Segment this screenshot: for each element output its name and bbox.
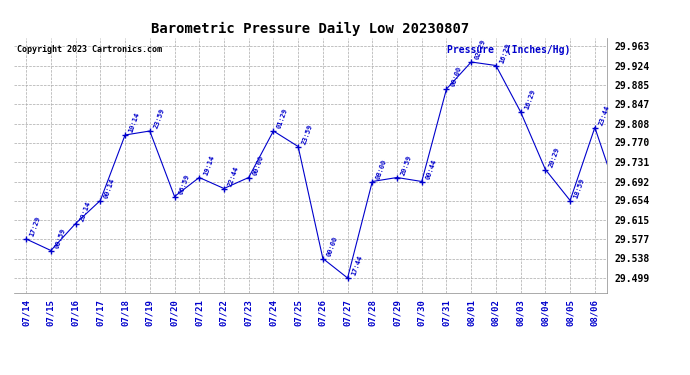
Text: 00:59: 00:59 xyxy=(54,227,67,249)
Text: 18:59: 18:59 xyxy=(573,177,586,199)
Text: 02:29: 02:29 xyxy=(474,39,487,60)
Text: 16:29: 16:29 xyxy=(524,88,537,111)
Text: Copyright 2023 Cartronics.com: Copyright 2023 Cartronics.com xyxy=(17,45,161,54)
Text: 23:59: 23:59 xyxy=(152,108,166,129)
Text: 00:00: 00:00 xyxy=(252,154,264,176)
Text: 10:14: 10:14 xyxy=(128,111,141,134)
Text: 20:14: 20:14 xyxy=(79,200,92,222)
Text: 17:44: 17:44 xyxy=(351,255,364,276)
Text: 22:44: 22:44 xyxy=(227,165,240,187)
Text: 17:29: 17:29 xyxy=(29,216,42,237)
Text: 08:00: 08:00 xyxy=(375,158,388,180)
Text: 23:44: 23:44 xyxy=(598,104,611,126)
Text: Pressure  (Inches/Hg): Pressure (Inches/Hg) xyxy=(447,45,571,55)
Text: 16:29: 16:29 xyxy=(499,42,512,64)
Text: 20:29: 20:29 xyxy=(549,146,561,168)
Title: Barometric Pressure Daily Low 20230807: Barometric Pressure Daily Low 20230807 xyxy=(151,22,470,36)
Text: 06:59: 06:59 xyxy=(177,173,190,195)
Text: 23:59: 23:59 xyxy=(0,374,1,375)
Text: 00:14: 00:14 xyxy=(104,177,116,199)
Text: 00:00: 00:00 xyxy=(449,66,462,87)
Text: 23:59: 23:59 xyxy=(301,123,314,145)
Text: 00:00: 00:00 xyxy=(326,235,339,257)
Text: 00:44: 00:44 xyxy=(425,158,437,180)
Text: 01:29: 01:29 xyxy=(277,108,289,129)
Text: 20:59: 20:59 xyxy=(400,154,413,176)
Text: 19:14: 19:14 xyxy=(202,154,215,176)
